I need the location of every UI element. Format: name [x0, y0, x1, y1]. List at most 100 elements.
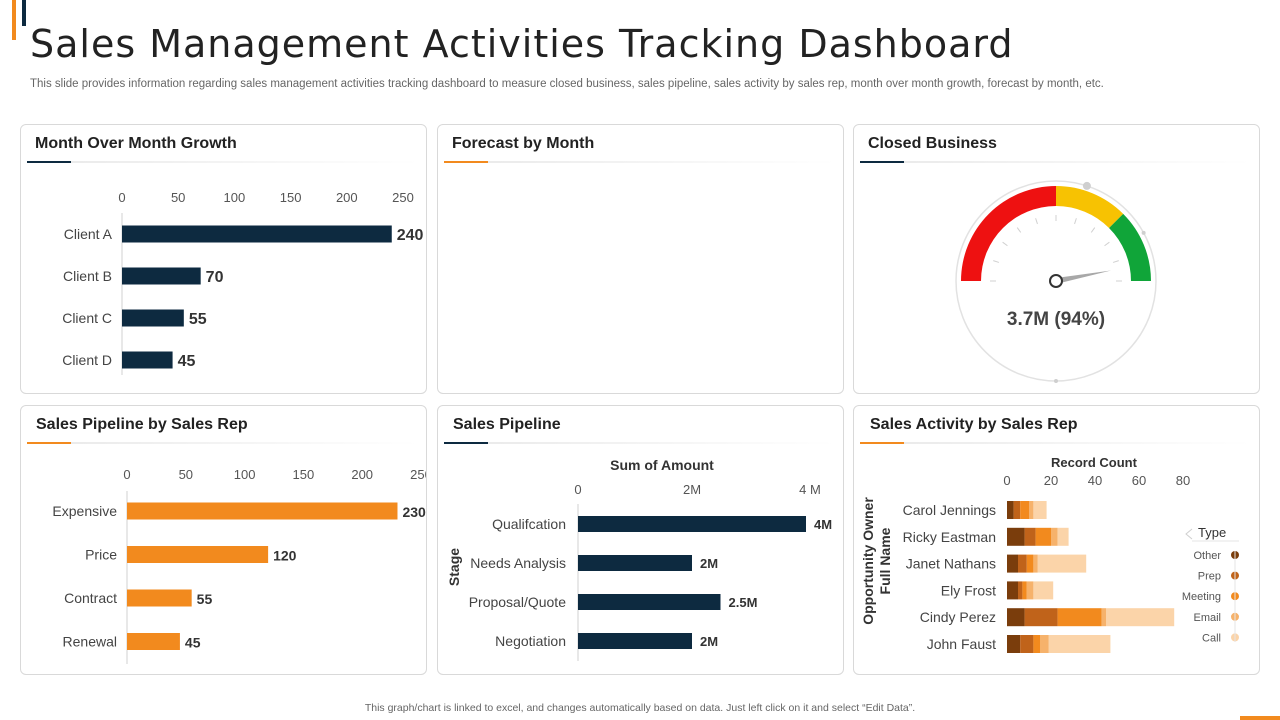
category-label: Qualifcation: [492, 516, 566, 532]
stacked-bar-segment: [1026, 581, 1034, 600]
legend-label: Email: [1193, 612, 1221, 624]
panel-divider: [27, 442, 419, 444]
data-label: 55: [197, 591, 213, 607]
stacked-bar-segment: [1022, 581, 1027, 600]
bar: [127, 546, 269, 563]
bar: [122, 267, 201, 285]
stacked-bar-segment: [1106, 608, 1175, 627]
category-label: Client B: [63, 268, 112, 284]
category-label: Price: [85, 547, 117, 563]
panel-divider: [444, 442, 836, 444]
stacked-bar-segment: [1101, 608, 1106, 627]
gauge-tick: [1016, 227, 1022, 233]
x-tick-label: 150: [280, 190, 302, 205]
x-tick-label: 250: [410, 467, 426, 482]
stacked-bar-segment: [1007, 635, 1021, 653]
bar: [122, 351, 173, 369]
category-label: Client D: [62, 352, 112, 368]
x-tick-label: 200: [351, 467, 373, 482]
stacked-bar-segment: [1024, 608, 1058, 627]
stacked-bar-segment: [1033, 554, 1038, 573]
stacked-bar-segment: [1048, 635, 1111, 653]
sales-pipeline-chart: Sum of Amount 0 2M 4 M Stage Qualifcation 4M Ne…: [446, 457, 832, 661]
stacked-bar-segment: [1018, 581, 1023, 600]
gauge-tick: [1090, 227, 1096, 233]
data-label: 4M: [814, 517, 832, 532]
stacked-bar-segment: [1051, 527, 1058, 546]
category-label: Renewal: [63, 634, 117, 650]
x-tick-label: 250: [392, 190, 414, 205]
legend-label: Meeting: [1182, 591, 1221, 603]
x-tick-label: 2M: [683, 482, 701, 497]
x-tick-label: 0: [123, 467, 130, 482]
category-label: Needs Analysis: [470, 555, 566, 571]
sales-pipeline-by-rep-panel: Sales Pipeline by Sales Rep 0 50 100 150 200…: [20, 405, 427, 675]
stacked-bar-segment: [1020, 501, 1029, 519]
panel-divider: [860, 442, 1252, 444]
bar: [127, 589, 192, 607]
data-label: 240: [397, 227, 424, 244]
sales-activity-by-rep-panel: Sales Activity by Sales Rep Record Count…: [853, 405, 1260, 675]
x-tick-label: 50: [171, 190, 185, 205]
stacked-bar-segment: [1057, 527, 1069, 546]
title-accent-orange: [12, 0, 16, 40]
data-label: 45: [185, 635, 201, 651]
page-subtitle: This slide provides information regardin…: [30, 78, 1104, 90]
legend-title: Type: [1198, 525, 1226, 540]
stacked-bar-segment: [1033, 501, 1047, 519]
gauge-hub: [1049, 274, 1063, 288]
bar: [578, 555, 692, 571]
data-label: 2M: [700, 556, 718, 571]
gauge-tick: [1104, 241, 1110, 247]
data-label: 70: [206, 269, 224, 286]
category-label: Client A: [64, 226, 113, 242]
sales-pipeline-by-rep-chart: 0 50 100 150 200 250 Expensive 230 Price 120 Contr…: [52, 467, 426, 664]
stacked-bar-segment: [1007, 527, 1025, 546]
category-label: Ely Frost: [941, 582, 996, 598]
bar: [127, 502, 398, 520]
bar: [578, 633, 692, 649]
category-label: Proposal/Quote: [469, 594, 566, 610]
x-tick-label: 40: [1088, 473, 1102, 488]
x-tick-label: 60: [1132, 473, 1146, 488]
category-label: Contract: [64, 590, 117, 606]
panel-title: Sales Pipeline: [453, 416, 561, 433]
x-tick-label: 20: [1044, 473, 1058, 488]
stacked-bar-segment: [1026, 554, 1034, 573]
stacked-bar-segment: [1007, 501, 1014, 519]
category-label: Expensive: [52, 503, 117, 519]
month-over-month-panel: Month Over Month Growth 0 50 100 150 200 250 C…: [20, 124, 427, 394]
panel-divider: [27, 161, 419, 163]
category-label: John Faust: [927, 636, 996, 652]
closed-business-gauge: 3.7M (94%): [955, 180, 1157, 383]
sales-activity-by-rep-chart: Record Count 0 20 40 60 80 Opportunity Owner Fu…: [860, 455, 1239, 653]
data-label: 120: [273, 548, 297, 564]
stacked-bar-segment: [1037, 554, 1087, 573]
data-label: 45: [178, 353, 196, 370]
stacked-bar-segment: [1035, 527, 1051, 546]
category-label: Carol Jennings: [903, 502, 996, 518]
y-axis-title: Stage: [446, 548, 462, 586]
gauge-band: [1109, 213, 1151, 281]
data-label: 230: [402, 504, 426, 520]
gauge-marker-dot: [1054, 379, 1058, 383]
y-axis-title-line2: Full Name: [877, 527, 893, 594]
title-accent-navy: [22, 0, 26, 26]
x-tick-label: 100: [224, 190, 246, 205]
legend-label: Call: [1202, 632, 1221, 644]
gauge-needle: [1056, 270, 1112, 284]
x-tick-label: 4 M: [799, 482, 821, 497]
panel-title: Closed Business: [868, 135, 997, 152]
panel-divider: [444, 161, 836, 163]
category-label: Janet Nathans: [906, 556, 996, 572]
bar: [578, 516, 806, 532]
x-axis-title: Sum of Amount: [610, 457, 714, 473]
x-tick-label: 200: [336, 190, 358, 205]
x-tick-label: 50: [179, 467, 193, 482]
legend-label: Prep: [1198, 571, 1221, 583]
category-label: Ricky Eastman: [903, 529, 996, 545]
x-tick-label: 0: [574, 482, 581, 497]
gauge-tick: [1112, 260, 1119, 263]
sales-pipeline-panel: Sales Pipeline Sum of Amount 0 2M 4 M Stage Q…: [437, 405, 844, 675]
